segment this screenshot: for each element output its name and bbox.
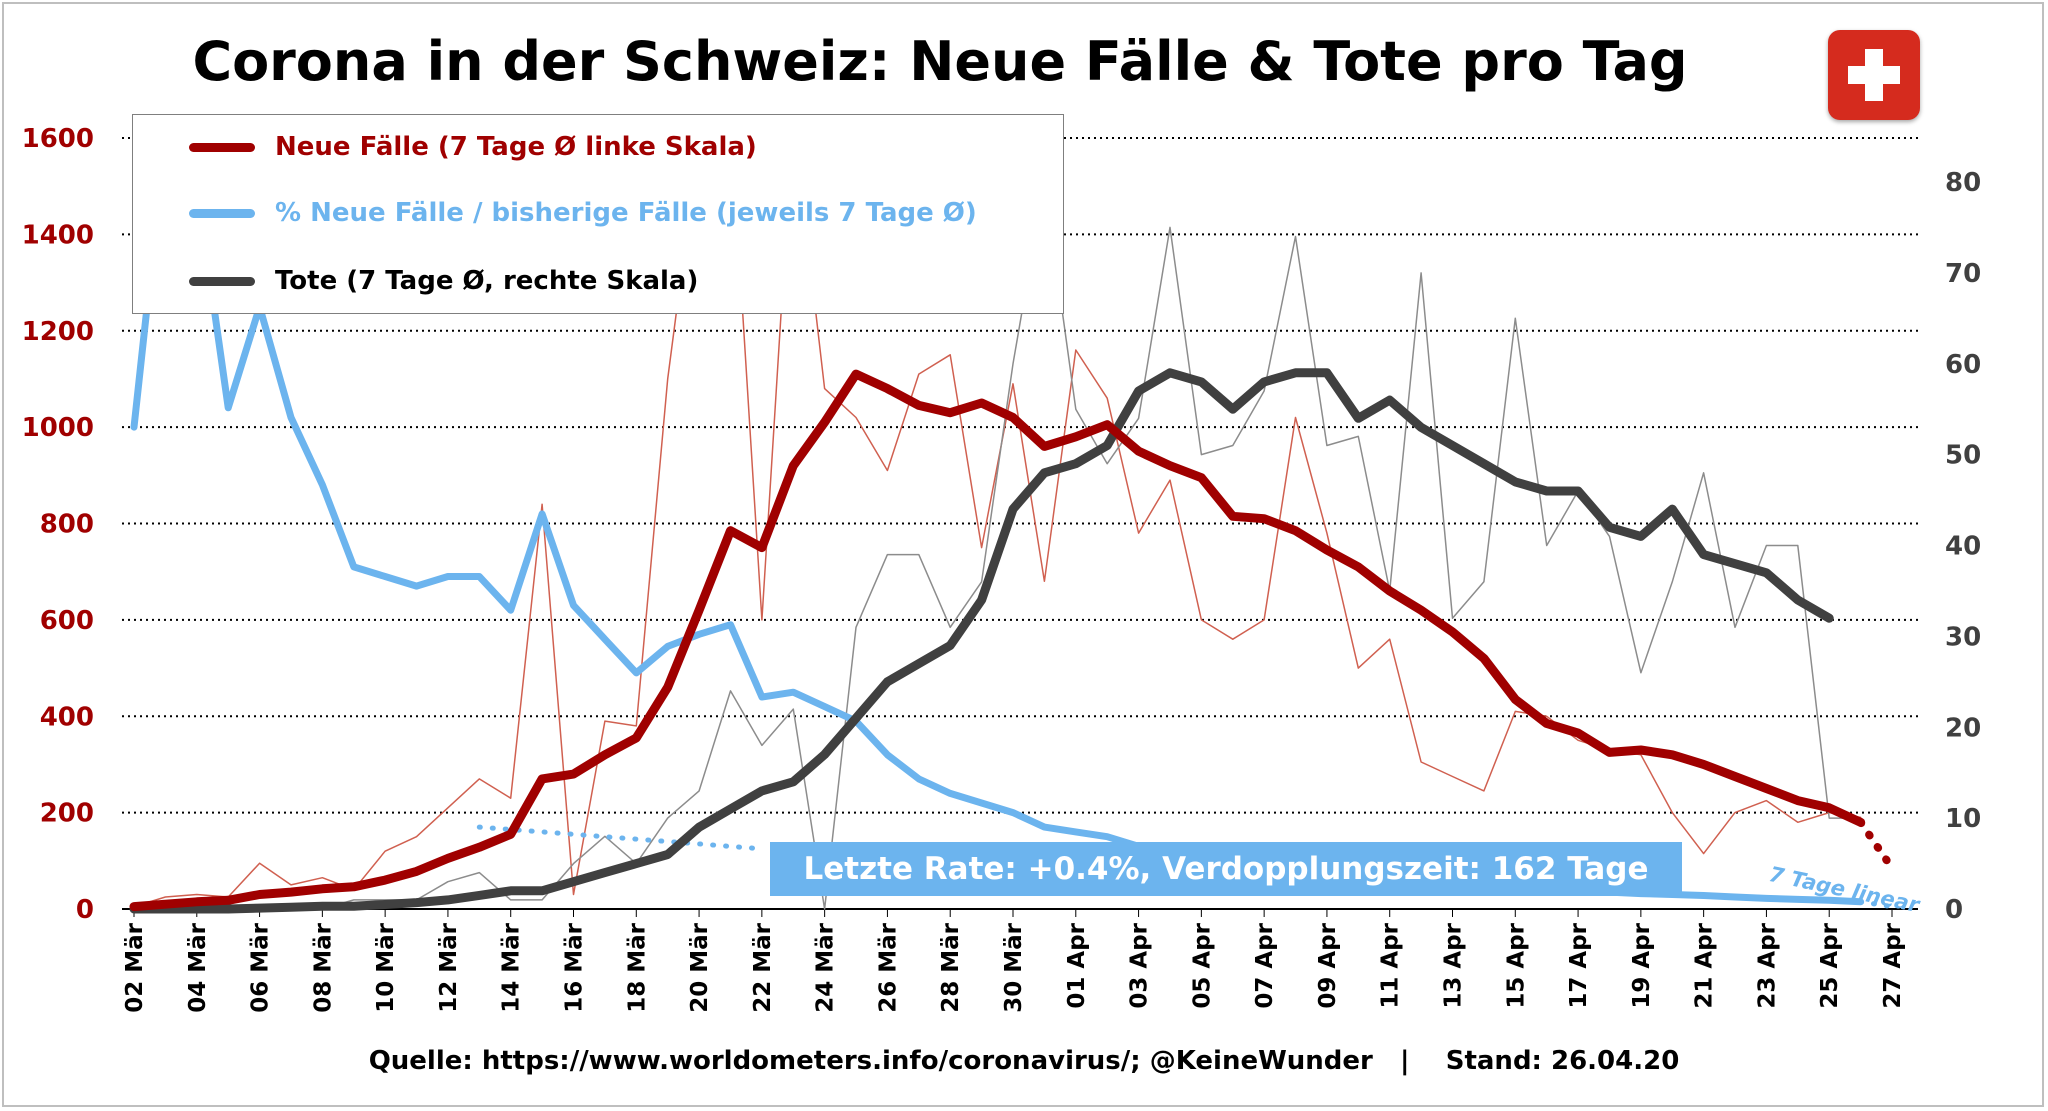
y-left-tick-label: 1400 [22,220,94,250]
series-line-trend-neue-fälle [1856,818,1896,872]
x-ticks: 02 Mär 04 Mär 06 Mär 08 Mär 10 Mär 12 Mär 14 M… [122,909,1906,1013]
series-line-trend-rate [476,824,1895,910]
legend-item-rate: % Neue Fälle / bisherige Fälle (jeweils … [189,193,977,233]
series-line-neue-fälle-7-tage-linke-skala- [129,369,1866,912]
x-tick-label: 23 Apr [1754,922,1780,1008]
x-tick-label: 21 Apr [1692,922,1718,1008]
y-right-tick-label: 50 [1945,441,1981,471]
x-tick-label: 04 Mär [185,922,211,1012]
x-tick-label: 15 Apr [1503,922,1529,1008]
y-right-tick-label: 10 [1945,804,1981,834]
y-right-tick-label: 30 [1945,622,1981,652]
legend-item-cases: Neue Fälle (7 Tage Ø linke Skala) [189,127,757,167]
legend-swatch [189,276,255,286]
rate-annotation: Letzte Rate: +0.4%, Verdopplungszeit: 16… [770,842,1682,896]
y-right-tick-label: 40 [1945,532,1981,562]
x-tick-label: 20 Mär [687,922,713,1012]
legend-item-deaths: Tote (7 Tage Ø, rechte Skala) [189,261,698,301]
grid-lines [122,137,1918,910]
x-tick-label: 17 Apr [1566,922,1592,1008]
x-tick-label: 06 Mär [248,922,274,1012]
x-tick-label: 12 Mär [436,922,462,1012]
y-right-ticks: 0 10 20 30 40 50 60 70 80 [1945,168,1981,925]
legend-swatch [189,208,255,218]
y-left-tick-label: 400 [40,702,94,732]
x-tick-label: 19 Apr [1629,922,1655,1008]
chart-title: Corona in der Schweiz: Neue Fälle & Tote… [192,30,1688,93]
x-tick-label: 03 Apr [1127,922,1153,1008]
y-left-tick-label: 1600 [22,124,94,154]
x-tick-label: 09 Apr [1315,922,1341,1008]
x-tick-label: 01 Apr [1064,922,1090,1008]
legend: Neue Fälle (7 Tage Ø linke Skala) % Neue… [132,114,1064,314]
source-note: Quelle: https://www.worldometers.info/co… [368,1046,1680,1076]
x-tick-label: 24 Mär [813,922,839,1012]
y-left-tick-label: 0 [76,895,94,925]
x-tick-label: 07 Apr [1252,922,1278,1008]
x-tick-label: 14 Mär [499,922,525,1012]
x-tick-label: 08 Mär [310,922,336,1012]
y-left-ticks: 0 200 400 600 800 1000 1200 1400 1600 [22,124,94,925]
y-left-tick-label: 200 [40,799,94,829]
y-right-tick-label: 60 [1945,350,1981,380]
swiss-flag-icon [1828,30,1920,120]
y-left-tick-label: 800 [40,510,94,540]
series-line-tote-täglich- [133,181,1862,910]
legend-label: Neue Fälle (7 Tage Ø linke Skala) [275,132,757,162]
x-tick-label: 10 Mär [373,922,399,1012]
y-right-tick-label: 20 [1945,713,1981,743]
series-line-neue-fälle-täglich- [133,117,1862,908]
x-tick-label: 02 Mär [122,922,148,1012]
x-tick-label: 13 Apr [1441,922,1467,1008]
x-tick-label: 26 Mär [875,922,901,1012]
x-tick-label: 18 Mär [624,922,650,1012]
series-line-tote-7-tage-rechte-skala- [129,368,1834,914]
y-right-tick-label: 70 [1945,259,1981,289]
legend-label: Tote (7 Tage Ø, rechte Skala) [275,266,699,296]
x-tick-label: 22 Mär [750,922,776,1012]
x-tick-label: 30 Mär [1001,922,1027,1012]
y-left-tick-label: 1200 [22,317,94,347]
y-left-tick-label: 600 [40,606,94,636]
x-tick-label: 11 Apr [1378,922,1404,1008]
y-right-tick-label: 80 [1945,168,1981,198]
x-tick-label: 28 Mär [938,922,964,1012]
legend-label: % Neue Fälle / bisherige Fälle (jeweils … [275,198,977,228]
x-tick-label: 27 Apr [1880,922,1906,1008]
x-tick-label: 25 Apr [1817,922,1843,1008]
y-left-tick-label: 1000 [22,413,94,443]
x-tick-label: 16 Mär [562,922,588,1012]
legend-swatch [189,142,255,152]
y-right-tick-label: 0 [1945,895,1963,925]
x-tick-label: 05 Apr [1189,922,1215,1008]
